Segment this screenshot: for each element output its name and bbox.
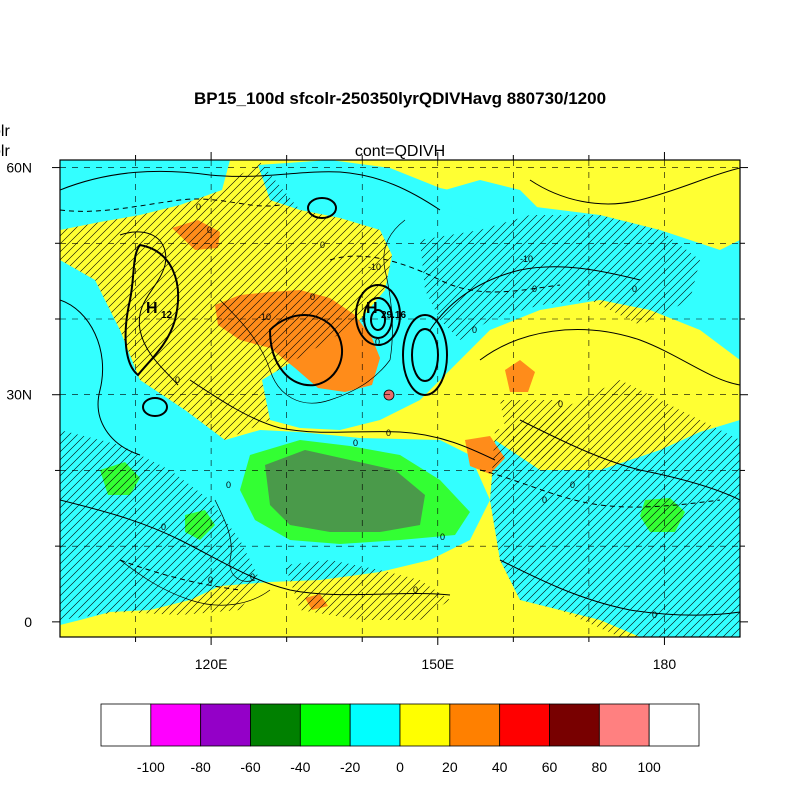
high-center-value: 12	[161, 310, 173, 321]
contour-label: 0	[413, 585, 418, 595]
colorbar-label: 100	[637, 759, 661, 775]
contour-label: 0	[532, 284, 537, 294]
contour-label: 0	[570, 480, 575, 490]
coastlines	[119, 219, 406, 606]
contour-label: 0	[472, 325, 477, 335]
contour-label: 0	[386, 428, 391, 438]
contour-labels: 0 0 0 -10 -10 0 0 0 -10 0 0 0 0 0 0 0 0 …	[161, 202, 657, 620]
map-subtitle: cont=QDIVH	[355, 143, 445, 160]
colorbar-box	[349, 703, 401, 747]
contour-label: 0	[542, 495, 547, 505]
contour-label: 0	[196, 202, 201, 212]
colorbar-box	[449, 703, 501, 747]
side-label-bottom: olr	[0, 143, 10, 160]
colorbar-box	[549, 703, 600, 747]
contour-label: 0	[652, 610, 657, 620]
contour-label: -10	[520, 254, 533, 264]
high-center-1: H 12	[146, 300, 173, 321]
contour-label: 0	[558, 399, 563, 409]
contour-label: 0	[632, 284, 637, 294]
high-center-value: 29.16	[381, 310, 406, 321]
contour-label: 0	[175, 375, 180, 385]
contour-label: 0	[226, 480, 231, 490]
colorbar-label: -20	[340, 759, 360, 775]
colorbar-label: 20	[442, 759, 458, 775]
colorbar-label: -100	[137, 759, 165, 775]
colorbar-label: 60	[542, 759, 558, 775]
map-frame	[59, 159, 741, 638]
colorbar-box	[250, 703, 301, 747]
map-plot: 0 0 0 -10 -10 0 0 0 -10 0 0 0 0 0 0 0 0 …	[60, 160, 740, 637]
contour-label: 0	[440, 532, 445, 542]
colorbar-label: 40	[492, 759, 508, 775]
colorbar-label: -80	[191, 759, 211, 775]
x-tick-label: 180	[653, 656, 677, 672]
colorbar-box	[499, 703, 550, 747]
figure-title: BP15_100d sfcolr-250350lyrQDIVHavg 88073…	[194, 89, 606, 108]
colorbar-label: 0	[396, 759, 404, 775]
colorbar-box	[598, 703, 650, 747]
contour-label: 0	[250, 572, 255, 582]
contour-lines	[60, 167, 740, 616]
high-center-label: H	[366, 300, 378, 317]
contour-label: -10	[368, 262, 381, 272]
contour-label: -10	[258, 312, 271, 322]
side-label-top: olr	[0, 123, 10, 140]
x-tick-label: 120E	[195, 656, 228, 672]
y-tick-label: 30N	[6, 387, 32, 403]
colorbar-box	[648, 703, 700, 747]
colorbar-label: -40	[290, 759, 310, 775]
high-center-label: H	[146, 300, 158, 317]
map-axes: 120E 150E 180 60N 30N 0	[6, 152, 748, 672]
colorbar-label: -60	[240, 759, 260, 775]
y-tick-label: 60N	[6, 160, 32, 176]
colorbar-box	[150, 703, 202, 747]
contour-label: 0	[207, 225, 212, 235]
colorbar-label: 80	[592, 759, 608, 775]
gridlines	[60, 160, 740, 637]
contour-label: 0	[375, 337, 380, 347]
contour-label: 0	[161, 522, 166, 532]
contour-label: 0	[310, 292, 315, 302]
colorbar-box	[100, 703, 152, 747]
contour-label: 0	[353, 438, 358, 448]
colorbar-box	[299, 703, 351, 747]
colorbar-box	[399, 703, 451, 747]
x-tick-label: 150E	[421, 656, 454, 672]
colorbar: -100 -80 -60 -40 -20 0 20 40 60 80 100	[100, 703, 700, 775]
y-tick-label: 0	[24, 614, 32, 630]
high-center-2: H 29.16	[366, 300, 406, 321]
contour-label: 0	[208, 575, 213, 585]
colorbar-box	[200, 703, 251, 747]
contour-label: 0	[320, 240, 325, 250]
